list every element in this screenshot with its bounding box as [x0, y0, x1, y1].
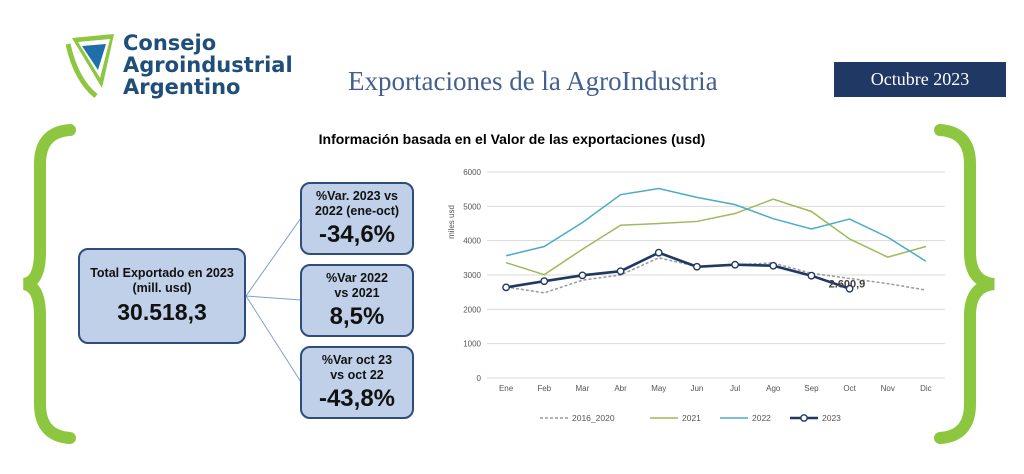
y-tick-label: 6000 [463, 168, 481, 177]
var2-value: 8,5% [329, 302, 385, 330]
date-badge: Octubre 2023 [834, 62, 1006, 97]
total-label-line1: Total Exportado en 2023 [90, 266, 234, 280]
consejo-agroindustrial-logo: Consejo Agroindustrial Argentino [65, 30, 316, 110]
logo-line-1: Consejo [123, 31, 217, 55]
series-line-2023 [505, 251, 851, 290]
right-brace-icon [934, 124, 995, 444]
data-point-2023 [654, 248, 663, 257]
x-tick-label: Ene [499, 384, 514, 393]
total-value: 30.518,3 [117, 299, 207, 325]
y-tick-label: 3000 [463, 271, 481, 280]
y-tick-label: 4000 [463, 237, 481, 246]
x-tick-label: Mar [576, 384, 590, 393]
y-tick-label: 5000 [463, 202, 481, 211]
x-tick-label: Oct [843, 384, 856, 393]
x-tick-label: Abr [614, 384, 627, 393]
page-title: Exportaciones de la AgroIndustria [348, 66, 718, 96]
var-oct23-vs-oct22-box: %Var oct 23 vs oct 22 -43,8% [300, 346, 414, 419]
series-line-2022 [505, 187, 927, 262]
x-tick-label: Jun [690, 384, 703, 393]
chart-subtitle: Información basada en el Valor de las ex… [318, 131, 706, 147]
data-point-2023 [693, 262, 701, 271]
x-tick-label: Dic [920, 384, 932, 393]
var1-label-line1: %Var. 2023 vs [315, 188, 399, 203]
legend-label-2016_2020: 2016_2020 [572, 413, 615, 423]
date-label: Octubre 2023 [870, 69, 970, 89]
data-point-2023 [578, 271, 587, 280]
legend-label-2022: 2022 [752, 413, 771, 423]
data-point-2023 [731, 260, 739, 269]
var2-label-line1: %Var 2022 [326, 270, 388, 285]
data-point-2023 [845, 284, 854, 293]
data-point-2023 [540, 277, 549, 286]
x-tick-label: Feb [537, 384, 551, 393]
data-point-2023 [616, 267, 625, 276]
data-point-2023 [769, 261, 778, 270]
x-tick-label: Sep [804, 384, 819, 393]
var3-label-line1: %Var oct 23 [321, 352, 393, 367]
left-brace-icon [22, 124, 76, 444]
var3-label-line2: vs oct 22 [330, 367, 384, 382]
y-axis-label: miles usd [447, 205, 456, 239]
data-point-2023 [807, 271, 816, 280]
legend-label-2023: 2023 [822, 413, 841, 423]
x-tick-label: Jul [730, 384, 740, 393]
legend-label-2021: 2021 [682, 413, 701, 423]
x-tick-label: Nov [881, 384, 895, 393]
total-exported-box: Total Exportado en 2023 (mill. usd) 30.5… [78, 248, 246, 344]
var2-label-line2: vs 2021 [334, 285, 380, 300]
x-tick-label: Ago [766, 384, 781, 393]
x-tick-label: May [651, 384, 666, 393]
var1-value: -34,6% [318, 220, 396, 248]
y-tick-label: 1000 [463, 340, 481, 349]
var3-value: -43,8% [318, 384, 396, 412]
logo-emblem-icon [65, 34, 114, 98]
data-point-2023 [502, 283, 510, 292]
var1-label-line2: 2022 (ene-oct) [314, 203, 400, 218]
logo-line-3: Argentino [123, 75, 241, 99]
logo-line-2: Agroindustrial [123, 53, 293, 77]
data-label: 2.600,9 [829, 279, 866, 291]
series-line-2021 [505, 198, 927, 276]
var-2022-vs-2021-box: %Var 2022 vs 2021 8,5% [300, 264, 414, 337]
y-tick-label: 2000 [463, 305, 481, 314]
legend-marker-2023 [800, 414, 808, 422]
var-2023-vs-2022-box: %Var. 2023 vs 2022 (ene-oct) -34,6% [300, 182, 414, 255]
total-label-line2: (mill. usd) [132, 281, 192, 295]
exports-line-chart: 0 1000 2000 3000 4000 5000 6000 miles usd Ene Feb… [447, 168, 945, 423]
y-tick-label: 0 [477, 374, 482, 383]
